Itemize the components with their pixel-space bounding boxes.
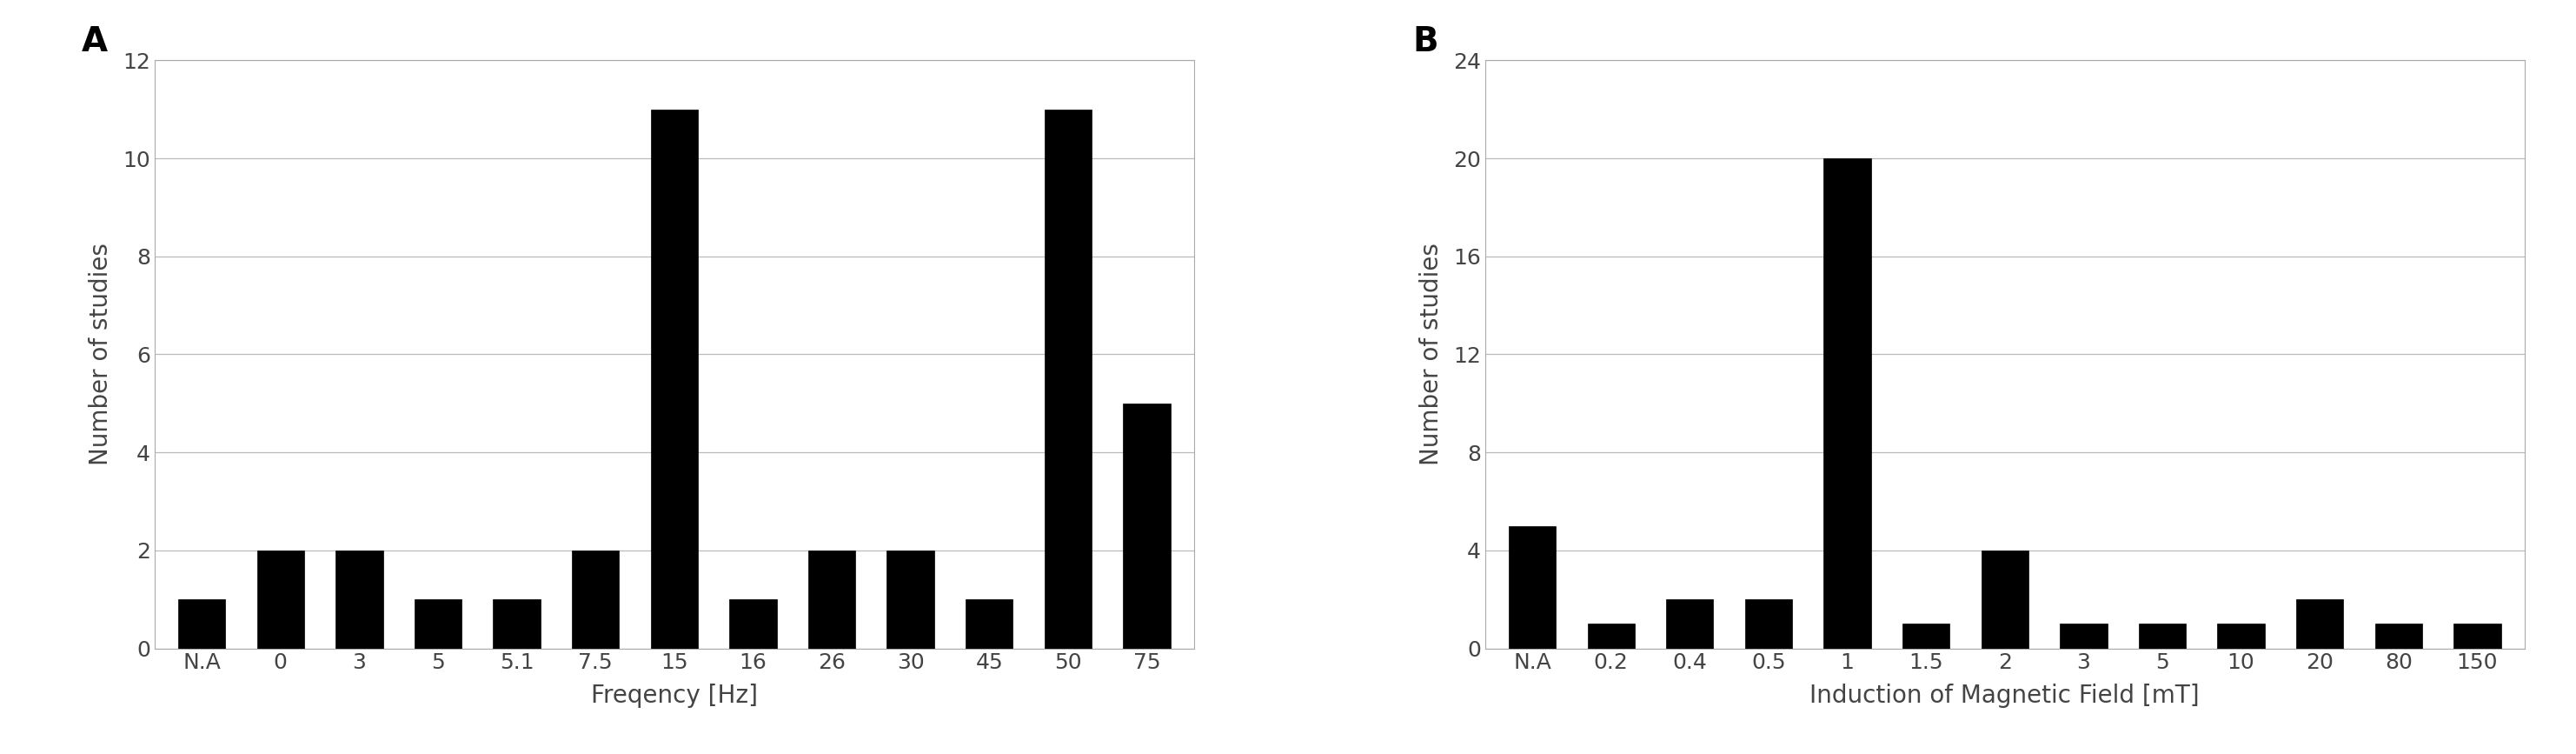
Bar [335, 550, 384, 648]
Bar [178, 599, 227, 648]
Bar [2295, 599, 2344, 648]
Bar [729, 599, 775, 648]
Bar [2452, 624, 2501, 648]
Bar [1824, 158, 1870, 648]
Bar [258, 550, 304, 648]
Bar [2061, 624, 2107, 648]
Bar [2138, 624, 2187, 648]
Bar [1043, 109, 1092, 648]
Bar [966, 599, 1012, 648]
Bar [2375, 624, 2421, 648]
Bar [809, 550, 855, 648]
Bar [1510, 526, 1556, 648]
Bar [1123, 403, 1170, 648]
Bar [652, 109, 698, 648]
Bar [492, 599, 541, 648]
X-axis label: Induction of Magnetic Field [mT]: Induction of Magnetic Field [mT] [1811, 683, 2200, 707]
Bar [1981, 550, 2027, 648]
Bar [572, 550, 618, 648]
Text: B: B [1412, 25, 1437, 58]
X-axis label: Freqency [Hz]: Freqency [Hz] [590, 683, 757, 707]
Bar [1904, 624, 1950, 648]
Bar [1587, 624, 1636, 648]
Bar [1667, 599, 1713, 648]
Bar [886, 550, 935, 648]
Bar [2218, 624, 2264, 648]
Y-axis label: Number of studies: Number of studies [88, 243, 113, 466]
Bar [415, 599, 461, 648]
Bar [1744, 599, 1793, 648]
Y-axis label: Number of studies: Number of studies [1419, 243, 1443, 466]
Text: A: A [82, 25, 108, 58]
